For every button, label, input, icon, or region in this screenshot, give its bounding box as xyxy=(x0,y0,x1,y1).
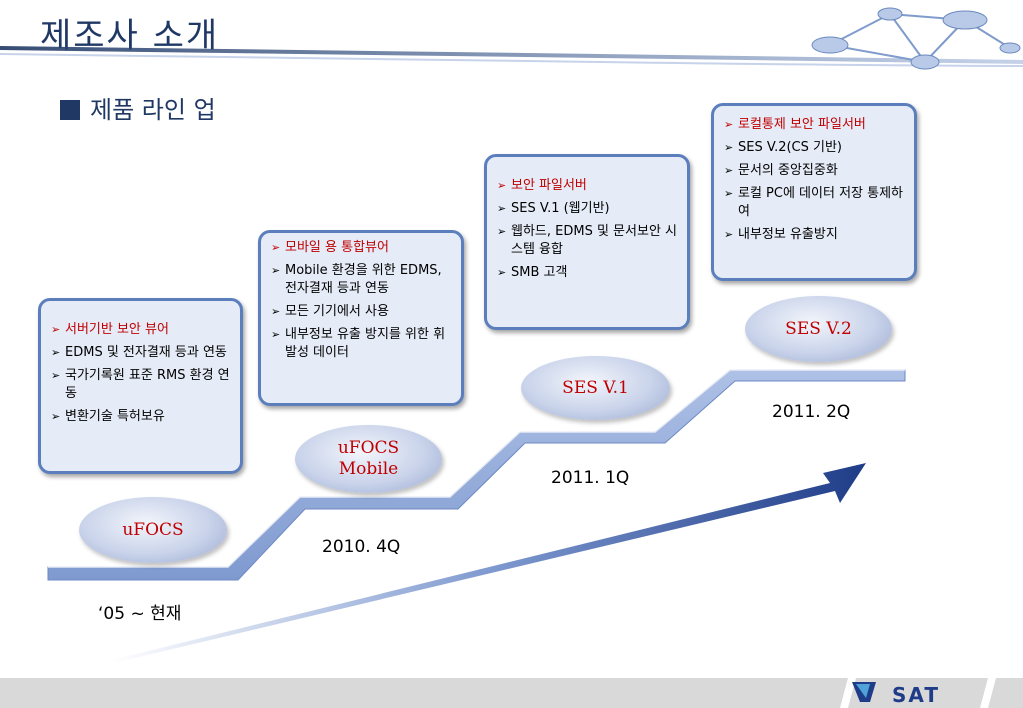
feature-item: SES V.1 (웹기반) xyxy=(497,200,677,218)
section-subtitle-text: 제품 라인 업 xyxy=(90,96,216,124)
date-label: ‘05 ~ 현재 xyxy=(98,604,182,624)
product-ellipse-ses-v1: SES V.1 xyxy=(521,356,670,420)
product-name: SES V.1 xyxy=(562,377,629,398)
feature-item: 서버기반 보안 뷰어 xyxy=(51,321,230,339)
feature-item: 로컬 PC에 데이터 저장 통제하여 xyxy=(724,185,904,221)
feature-item: 모든 기기에서 사용 xyxy=(271,303,451,321)
product-ellipse-ses-v2: SES V.2 xyxy=(745,296,892,362)
feature-item: 웹하드, EDMS 및 문서보안 시스템 융합 xyxy=(497,223,677,259)
feature-box-ses-v2: 로컬통제 보안 파일서버 SES V.2(CS 기반) 문서의 중앙집중화 로컬… xyxy=(711,103,917,281)
feature-item: 내부정보 유출 방지를 위한 휘발성 데이터 xyxy=(271,326,451,362)
feature-box-ufocs-mobile: 모바일 용 통합뷰어 Mobile 환경을 위한 EDMS, 전자결재 등과 연… xyxy=(258,230,464,406)
product-name: uFOCS xyxy=(122,519,184,540)
product-name-line1: uFOCS xyxy=(337,438,400,458)
date-label: 2010. 4Q xyxy=(322,537,401,557)
feature-item: EDMS 및 전자결재 등과 연동 xyxy=(51,344,230,362)
feature-item: Mobile 환경을 위한 EDMS, 전자결재 등과 연동 xyxy=(271,262,451,298)
feature-item: 내부정보 유출방지 xyxy=(724,226,904,244)
product-name-line2: Mobile xyxy=(338,459,399,479)
square-bullet-icon xyxy=(60,100,80,120)
product-ellipse-ufocs: uFOCS xyxy=(79,497,227,563)
product-name: SES V.2 xyxy=(785,318,852,339)
feature-item: 보안 파일서버 xyxy=(497,177,677,195)
date-label: 2011. 1Q xyxy=(551,468,630,488)
date-label: 2011. 2Q xyxy=(772,402,851,422)
feature-item: 로컬통제 보안 파일서버 xyxy=(724,116,904,134)
feature-box-ses-v1: 보안 파일서버 SES V.1 (웹기반) 웹하드, EDMS 및 문서보안 시… xyxy=(484,154,690,330)
feature-item: 국가기록원 표준 RMS 환경 연동 xyxy=(51,367,230,403)
footer-logo-area: SAT xyxy=(840,678,996,708)
section-subtitle: 제품 라인 업 xyxy=(60,90,216,125)
sat-logo-icon xyxy=(852,682,876,702)
feature-item: SMB 고객 xyxy=(497,264,677,282)
logo-text: SAT xyxy=(892,683,940,707)
product-ellipse-ufocs-mobile: uFOCS Mobile xyxy=(295,425,442,493)
feature-item: 문서의 중앙집중화 xyxy=(724,162,904,180)
feature-item: 모바일 용 통합뷰어 xyxy=(271,239,451,257)
growth-arrow xyxy=(112,463,866,663)
feature-box-ufocs: 서버기반 보안 뷰어 EDMS 및 전자결재 등과 연동 국가기록원 표준 RM… xyxy=(38,298,243,474)
feature-item: SES V.2(CS 기반) xyxy=(724,139,904,157)
feature-item: 변환기술 특허보유 xyxy=(51,408,230,426)
header-decoration xyxy=(0,7,1023,70)
